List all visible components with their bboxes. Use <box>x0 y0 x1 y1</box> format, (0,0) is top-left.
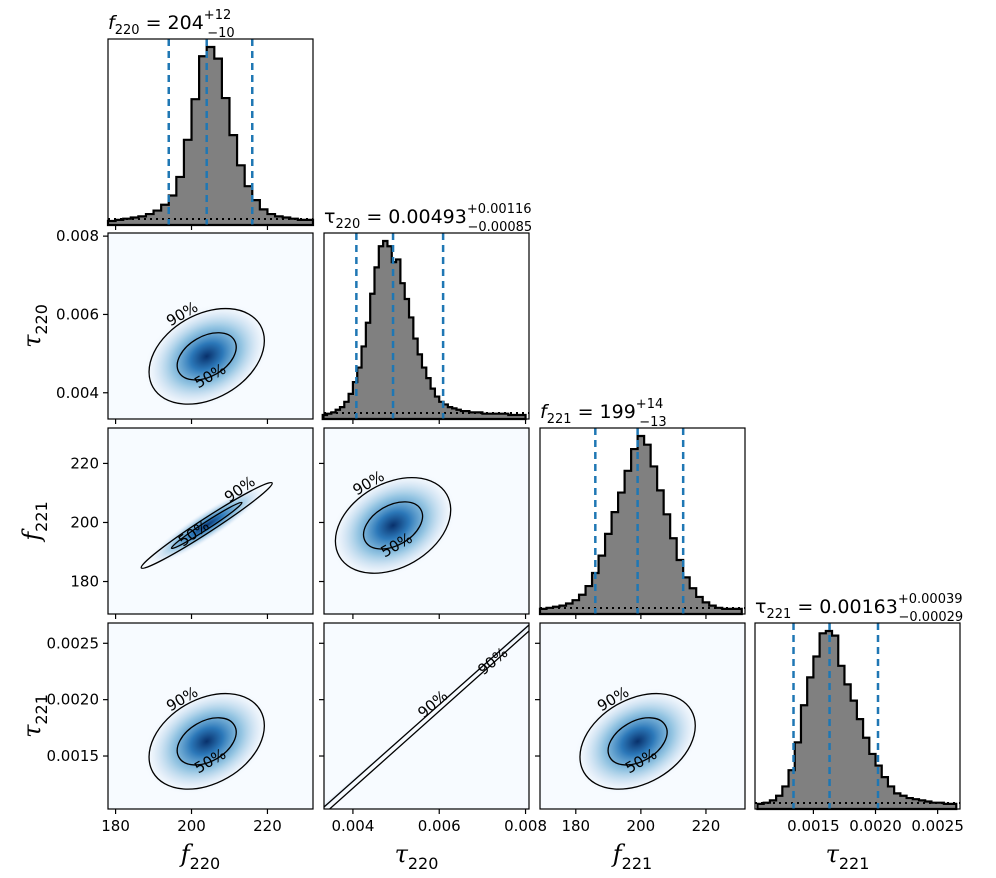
contour-90-tau220-f221 <box>334 476 452 574</box>
xtick-label-tau220-2: 0.008 <box>504 817 547 835</box>
density-f221-tau221 <box>574 687 702 796</box>
contour-50-f220-f221 <box>170 501 243 550</box>
ylabel-tau220: τ220 <box>18 304 51 348</box>
ytick-label-tau220-1: 0.006 <box>56 305 99 323</box>
ytick-label-tau220-2: 0.008 <box>56 227 99 245</box>
density-tau220-f221 <box>329 471 457 580</box>
contour-90-f220-tau220 <box>148 307 266 405</box>
xlabel-f221: f221 <box>611 840 652 873</box>
density-blob-f220-f221 <box>145 484 268 567</box>
xtick-label-tau220-0: 0.004 <box>331 817 374 835</box>
xlabel-f220: f220 <box>179 840 220 873</box>
title-f221: f221 = 199+14 −13 <box>540 397 667 430</box>
xtick-label-f220-1: 200 <box>177 817 206 835</box>
density-blob-tau220-f221 <box>329 471 457 580</box>
ytick-label-tau220-0: 0.004 <box>56 384 99 402</box>
frame-tau220-tau221 <box>323 622 530 810</box>
contour-90-f221-tau221 <box>579 692 696 790</box>
ytick-label-tau221-2: 0.0025 <box>47 634 100 652</box>
density-f220-tau221 <box>143 687 271 796</box>
xtick-label-tau221-0: 0.0015 <box>787 817 840 835</box>
xtick-label-f220-0: 180 <box>101 817 130 835</box>
frame-f220-tau220 <box>107 232 314 420</box>
title-f220: f220 = 204+12 −10 <box>108 8 235 41</box>
frame-tau221-tau221 <box>754 622 961 810</box>
frame-f220-tau221 <box>107 622 314 810</box>
ylabel-tau221: τ221 <box>18 694 51 738</box>
xtick-label-tau221-1: 0.0020 <box>849 817 902 835</box>
frame-f220-f221 <box>107 427 314 615</box>
density-blob-f220-tau220 <box>143 302 271 411</box>
xlabel-tau221: τ221 <box>826 840 870 873</box>
ytick-label-f221-0: 180 <box>70 573 99 591</box>
xlabel-tau220: τ220 <box>395 840 439 873</box>
title-tau220: τ220 = 0.00493+0.00116 −0.00085 <box>324 202 532 235</box>
frame-f221-tau221 <box>539 622 746 810</box>
density-f220-f221 <box>140 481 273 569</box>
hist-f221 <box>538 434 743 616</box>
contour-90-f220-f221 <box>140 481 273 569</box>
hist-tau220 <box>321 239 527 421</box>
contour-90-a-tau220-tau221 <box>324 624 529 808</box>
ytick-label-tau221-1: 0.0020 <box>47 691 100 709</box>
frame-tau220-tau220 <box>323 232 530 420</box>
contour-50-f220-tau220 <box>176 332 237 381</box>
xtick-label-f221-1: 200 <box>627 817 656 835</box>
contour-50-f221-tau221 <box>607 717 668 766</box>
xtick-label-tau220-1: 0.006 <box>418 817 461 835</box>
ytick-label-f221-1: 200 <box>70 513 99 531</box>
contour-50-f220-tau221 <box>176 717 237 766</box>
density-blob-f221-tau221 <box>574 687 702 796</box>
frame-f221-f221 <box>539 427 746 615</box>
density-blob-f220-tau221 <box>143 687 271 796</box>
hist-f220 <box>106 45 315 227</box>
hist-tau221 <box>756 629 958 811</box>
contour-90-b-tau220-tau221 <box>328 630 529 809</box>
xtick-label-f220-2: 220 <box>253 817 282 835</box>
contour-50-tau220-f221 <box>362 501 424 550</box>
frame-tau220-f221 <box>323 427 530 615</box>
density-f220-tau220 <box>143 302 271 411</box>
ytick-label-tau221-0: 0.0015 <box>47 747 100 765</box>
xtick-label-tau221-2: 0.0025 <box>911 817 964 835</box>
xtick-label-f221-0: 180 <box>561 817 590 835</box>
frame-f220-f220 <box>107 38 314 226</box>
contour-90-f220-tau221 <box>148 692 266 790</box>
title-tau221: τ221 = 0.00163+0.00039 −0.00029 <box>755 592 963 625</box>
density-tau220-tau221 <box>324 623 529 809</box>
ylabel-f221: f221 <box>18 501 51 542</box>
ytick-label-f221-2: 220 <box>70 454 99 472</box>
xtick-label-f221-2: 220 <box>692 817 721 835</box>
